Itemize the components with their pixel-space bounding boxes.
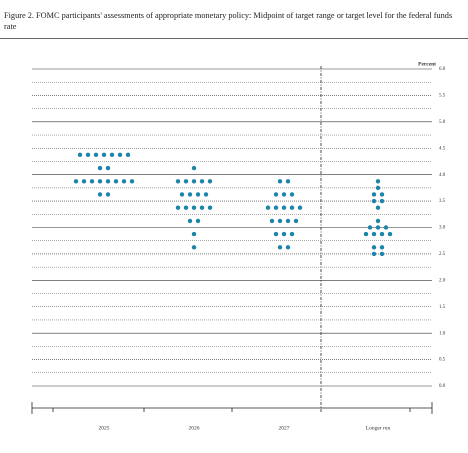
dot xyxy=(109,152,115,158)
dot xyxy=(105,179,111,184)
y-tick-label: 2.5 xyxy=(439,252,446,257)
dot xyxy=(289,192,295,197)
dot xyxy=(105,192,111,197)
dot xyxy=(203,192,209,197)
x-tick-label: 2025 xyxy=(99,425,110,431)
dot xyxy=(121,179,127,184)
dot xyxy=(285,245,291,250)
dot xyxy=(113,179,119,184)
dot xyxy=(379,192,385,197)
dot xyxy=(379,245,385,250)
dot xyxy=(375,225,381,230)
dot xyxy=(207,205,213,210)
x-tick-label: Longer run xyxy=(366,425,391,431)
x-axis xyxy=(31,402,433,414)
dot xyxy=(101,152,107,158)
dot xyxy=(281,205,287,210)
y-tick-label: 1.5 xyxy=(439,305,446,310)
dot xyxy=(117,152,123,158)
y-tick-label: 5.5 xyxy=(439,94,446,99)
dot xyxy=(375,218,381,224)
dot xyxy=(97,165,103,171)
dot xyxy=(191,245,197,250)
dot xyxy=(285,179,291,184)
dot xyxy=(125,152,131,158)
y-tick-label: 1.0 xyxy=(439,331,446,336)
dot xyxy=(383,225,389,230)
dot xyxy=(379,231,385,237)
y-tick-label: 0.0 xyxy=(439,384,446,389)
chart-title: Figure 2. FOMC participants' assessments… xyxy=(4,11,453,31)
dot xyxy=(195,218,201,224)
dot xyxy=(379,251,385,257)
dot xyxy=(367,225,373,230)
dot xyxy=(77,152,83,158)
dot xyxy=(179,192,185,197)
dot xyxy=(273,205,279,210)
dot xyxy=(187,192,193,197)
dot xyxy=(191,205,197,210)
dot xyxy=(207,179,213,184)
dot xyxy=(175,179,181,184)
dot xyxy=(199,179,205,184)
dot xyxy=(371,231,377,237)
dot xyxy=(281,231,287,237)
dot xyxy=(297,205,303,210)
dot xyxy=(97,192,103,197)
dot xyxy=(175,205,181,210)
dot xyxy=(293,218,299,224)
dot xyxy=(195,192,201,197)
dot xyxy=(371,245,377,250)
dot xyxy=(73,179,79,184)
y-tick-label: 5.0 xyxy=(439,120,446,125)
dot xyxy=(187,218,193,224)
y-tick-label: 3.0 xyxy=(439,226,446,231)
dot xyxy=(273,192,279,197)
x-tick-label: 2026 xyxy=(189,425,200,431)
x-tick-label: 2027 xyxy=(279,425,290,431)
dot xyxy=(81,179,87,184)
dot xyxy=(273,231,279,237)
dot xyxy=(265,205,271,210)
dot xyxy=(375,205,381,210)
dot xyxy=(285,218,291,224)
dot xyxy=(89,179,95,184)
dot xyxy=(289,231,295,237)
y-tick-label: 0.5 xyxy=(439,358,446,363)
dot xyxy=(387,231,393,237)
dot xyxy=(105,165,111,171)
dot xyxy=(375,179,381,184)
dot xyxy=(379,198,385,204)
dot xyxy=(191,179,197,184)
dot xyxy=(199,205,205,210)
dot xyxy=(93,152,99,158)
dot xyxy=(363,231,369,237)
dot xyxy=(191,231,197,237)
y-tick-label: 2.0 xyxy=(439,278,446,283)
y-tick-label: 6.0 xyxy=(439,67,446,72)
dot xyxy=(375,185,381,191)
dot xyxy=(371,198,377,204)
dot xyxy=(277,218,283,224)
dot xyxy=(183,179,189,184)
y-axis-label: Percent xyxy=(418,61,436,67)
dot xyxy=(191,165,197,171)
dot xyxy=(277,179,283,184)
y-tick-label: 4.0 xyxy=(439,173,446,178)
dot xyxy=(281,192,287,197)
dot xyxy=(129,179,135,184)
dot xyxy=(183,205,189,210)
dot xyxy=(269,218,275,224)
dot xyxy=(289,205,295,210)
dot xyxy=(97,179,103,184)
dot xyxy=(85,152,91,158)
dot xyxy=(277,245,283,250)
y-tick-label: 3.5 xyxy=(439,199,446,204)
dot xyxy=(371,192,377,197)
dot xyxy=(371,251,377,257)
y-tick-label: 4.5 xyxy=(439,146,446,151)
